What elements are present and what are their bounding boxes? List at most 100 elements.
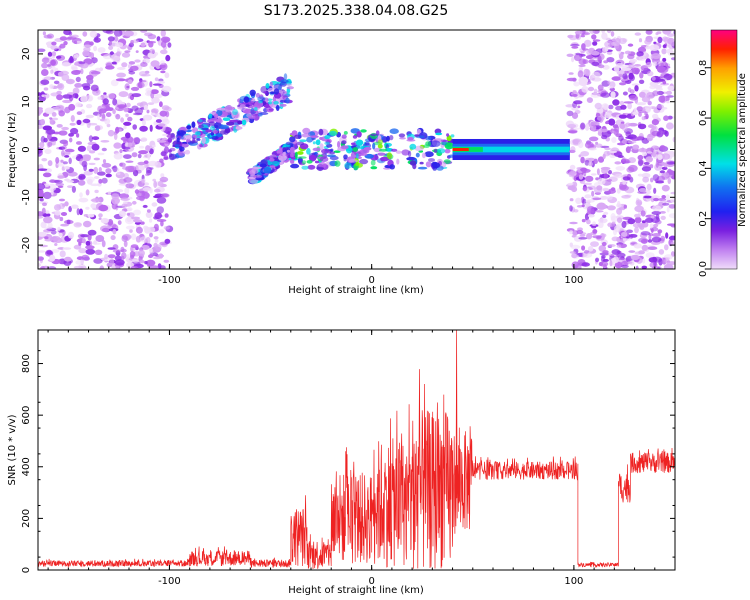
spectrogram-blob <box>575 229 584 235</box>
spectrogram-blob <box>644 111 648 116</box>
spectrogram-blob <box>213 113 219 119</box>
spectrogram-blob <box>61 150 65 157</box>
spectrogram-blob <box>601 32 608 40</box>
spectrogram-blob <box>142 187 152 192</box>
spectrogram-blob <box>127 142 133 147</box>
spectrogram-blob <box>61 62 71 67</box>
spectrogram-blob <box>91 57 98 64</box>
spectrogram-blob <box>636 106 644 112</box>
spectrogram-blob <box>144 260 148 265</box>
spectrogram-blob <box>164 213 169 218</box>
spectrogram-blob <box>161 85 172 93</box>
spectrogram-blob <box>649 262 658 268</box>
spectrogram-blob <box>80 234 90 238</box>
spectrogram-blob <box>637 154 644 161</box>
spectrogram-blob <box>250 97 256 103</box>
spectrogram-blob <box>655 180 665 184</box>
spectrogram-blob <box>82 238 86 244</box>
spectrogram-blob <box>140 137 148 142</box>
spectrogram-blob <box>592 39 601 42</box>
spectrogram-blob <box>601 103 609 110</box>
spectrogram-blob <box>578 141 584 149</box>
spectrogram-blob <box>115 126 120 134</box>
spectrogram-blob <box>365 141 370 146</box>
spectrogram-blob <box>151 202 158 207</box>
spectrogram-blob <box>431 162 441 169</box>
spectrogram-blob <box>158 253 164 259</box>
spectrogram-blob <box>62 247 72 250</box>
spectrogram-blob <box>127 116 133 122</box>
spectrogram-blob <box>636 102 647 106</box>
spectrogram-blob <box>621 220 627 229</box>
spectrogram-blob <box>593 88 598 94</box>
spectrogram-blob <box>209 118 219 121</box>
spectrogram-blob <box>140 221 145 225</box>
spectrogram-blob <box>613 41 620 49</box>
spectrogram-blob <box>356 144 364 150</box>
spectrogram-blob <box>134 221 141 225</box>
spectrogram-blob <box>337 141 341 148</box>
spectrogram-blob <box>590 50 600 56</box>
spectrogram-blob <box>76 119 82 125</box>
spectrogram-blob <box>47 183 57 192</box>
spectrogram-blob <box>655 160 659 168</box>
spectrogram-blob <box>145 87 152 93</box>
spectrogram-blob <box>585 175 594 182</box>
spectrogram-blob <box>646 134 654 142</box>
spectrogram-blob <box>110 235 116 241</box>
spectrogram-blob <box>131 152 138 158</box>
spectrogram-blob <box>38 183 46 191</box>
spectrogram-blob <box>46 250 53 255</box>
spectrogram-blob <box>294 134 302 139</box>
spectrogram-blob <box>651 145 659 149</box>
spectrogram-blob <box>578 58 587 65</box>
spectrogram-blob <box>603 60 609 64</box>
spectrogram-blob <box>38 256 44 261</box>
spectrogram-blob <box>616 237 621 242</box>
spectrogram-blob <box>662 44 667 49</box>
spectrogram-blob <box>219 130 227 135</box>
spectrogram-blob <box>89 150 96 154</box>
spectrogram-blob <box>407 136 414 141</box>
spectrogram-blob <box>643 195 653 199</box>
spectrogram-blob <box>126 207 133 212</box>
spectrogram-blob <box>123 107 129 113</box>
spectrogram-blob <box>98 213 103 218</box>
spectrogram-feature-noisy_carrier <box>288 127 456 172</box>
spectrogram-blob <box>179 146 185 152</box>
spectrogram-blob <box>148 41 154 48</box>
spectrogram-blob <box>594 143 603 148</box>
spectrogram-blob <box>358 153 368 156</box>
spectrogram-blob <box>627 134 637 140</box>
spectrogram-blob <box>64 256 72 262</box>
spectrogram-blob <box>607 30 612 34</box>
spectrogram-blob <box>627 218 636 225</box>
spectrogram-blob <box>578 64 586 68</box>
spectrogram-blob <box>583 182 593 186</box>
spectrogram-blob <box>87 122 98 126</box>
spectrogram-blob <box>567 182 574 186</box>
spectrogram-blob <box>634 216 642 224</box>
spectrogram-blob <box>54 243 58 246</box>
spectrogram-blob <box>66 219 71 225</box>
spectrogram-blob <box>159 158 164 163</box>
spectrogram-blob <box>570 146 576 154</box>
spectrogram-blob <box>290 163 300 169</box>
spectrogram-blob <box>47 51 53 57</box>
spectrogram-blob <box>389 164 396 170</box>
spectrogram-blob <box>217 107 226 111</box>
spectrogram-blob <box>184 149 191 155</box>
spectrogram-blob <box>211 135 219 140</box>
spectrogram-blob <box>123 240 128 248</box>
spectrogram-blob <box>71 66 78 71</box>
spectrogram-blob <box>386 152 393 160</box>
spectrogram-blob <box>372 142 376 150</box>
spectrogram-blob <box>666 206 670 213</box>
spectrogram-blob <box>580 34 585 38</box>
spectrogram-blob <box>370 166 378 170</box>
spectrogram-blob <box>319 137 323 140</box>
spectrogram-blob <box>107 219 114 226</box>
spectrogram-blob <box>583 39 592 48</box>
spectrogram-blob <box>670 241 675 246</box>
spectrogram-blob <box>604 112 612 119</box>
